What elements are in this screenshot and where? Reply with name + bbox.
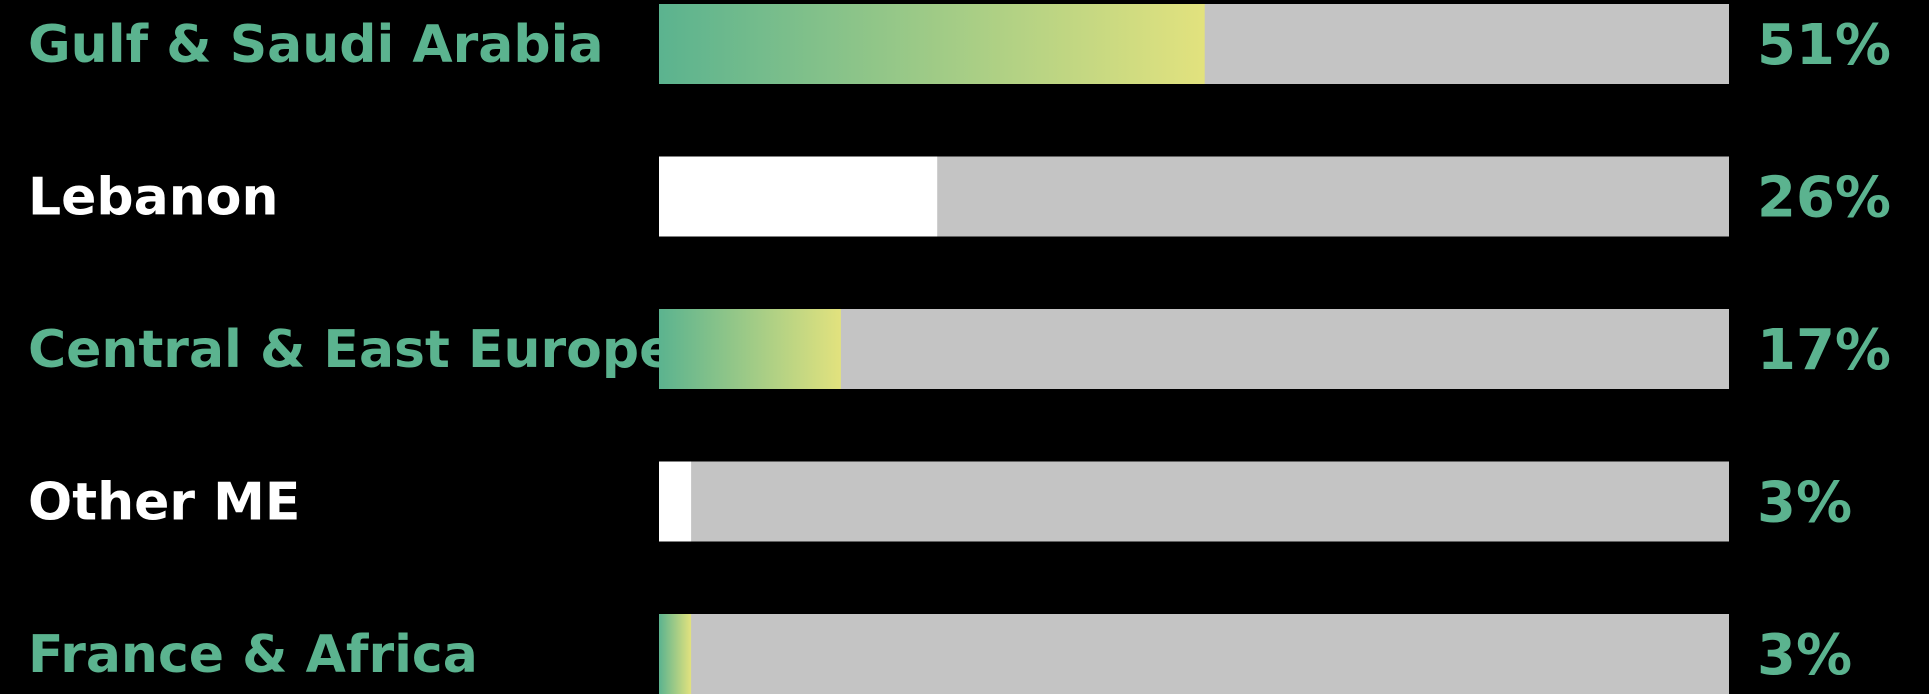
category-label: Other ME — [28, 473, 300, 533]
bar-fill — [659, 309, 841, 389]
category-label: France & Africa — [28, 625, 478, 685]
bar-fill — [659, 461, 692, 542]
bar-track — [659, 461, 1729, 542]
value-label: 3% — [1757, 471, 1852, 536]
value-label: 51% — [1757, 13, 1891, 78]
category-label: Central & East Europe — [28, 320, 674, 380]
value-label: 3% — [1757, 623, 1852, 688]
bar-fill — [659, 4, 1205, 84]
bar-fill — [659, 156, 938, 237]
value-label: 17% — [1757, 318, 1891, 383]
value-label: 26% — [1757, 166, 1891, 231]
category-label: Lebanon — [28, 168, 278, 228]
bar-track — [659, 614, 1729, 694]
category-label: Gulf & Saudi Arabia — [28, 15, 604, 75]
bar-rows: Gulf & Saudi Arabia 51% Lebanon 26% Central … — [28, 4, 1891, 694]
bar-fill — [659, 614, 692, 694]
